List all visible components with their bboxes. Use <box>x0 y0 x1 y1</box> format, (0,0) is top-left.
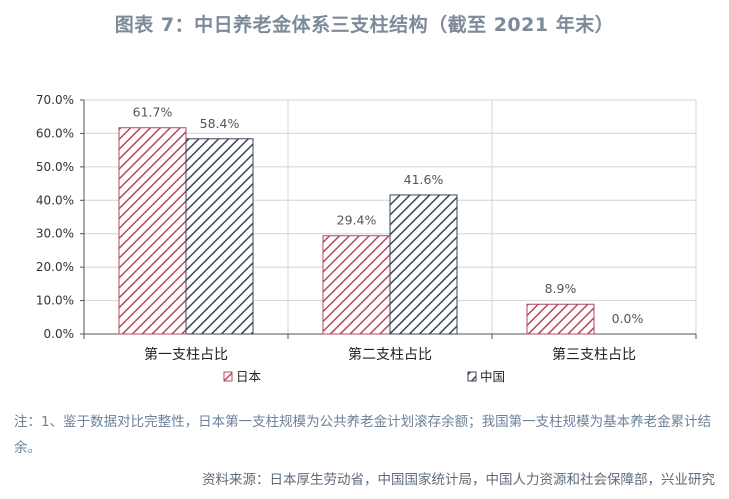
x-tick-label: 第一支柱占比 <box>144 346 228 363</box>
data-label: 8.9% <box>545 281 577 296</box>
legend-label: 日本 <box>236 369 262 384</box>
bar <box>526 303 595 335</box>
y-tick-label: 60.0% <box>36 126 74 140</box>
bar <box>389 194 458 335</box>
legend-swatch <box>467 371 477 382</box>
legend-swatch <box>223 371 233 382</box>
data-labels: 61.7% 29.4% 8.9% 58.4% 41.6% 0.0% <box>133 105 644 326</box>
data-label: 0.0% <box>612 311 644 326</box>
axes: 0.0% 10.0% 20.0% 30.0% 40.0% 50.0% 60.0% 70.0% 第… <box>36 93 697 363</box>
y-tick-label: 30.0% <box>36 227 74 241</box>
source-line: 资料来源：日本厚生劳动省，中国国家统计局，中国人力资源和社会保障部，兴业研究 <box>202 472 715 488</box>
bar-chart: 0.0% 10.0% 20.0% 30.0% 40.0% 50.0% 60.0% 70.0% 第… <box>36 93 697 384</box>
x-tick-label: 第三支柱占比 <box>552 346 636 363</box>
y-tick-label: 50.0% <box>36 160 74 174</box>
y-tick-label: 40.0% <box>36 193 74 207</box>
bars <box>118 127 595 335</box>
footnote: 注：1、鉴于数据对比完整性，日本第一支柱规模为公共养老金计划滚存余额；我国第一支… <box>14 414 712 456</box>
y-tick-label: 70.0% <box>36 93 74 107</box>
legend-label: 中国 <box>480 369 505 384</box>
data-label: 41.6% <box>404 172 444 187</box>
legend: 日本 中国 <box>223 369 505 384</box>
data-label: 61.7% <box>133 105 173 120</box>
y-tick-label: 10.0% <box>36 294 74 308</box>
data-label: 29.4% <box>337 213 377 228</box>
chart-title: 图表 7：中日养老金体系三支柱结构（截至 2021 年末） <box>114 14 615 36</box>
bar <box>185 138 254 335</box>
y-tick-label: 20.0% <box>36 260 74 274</box>
y-tick-label: 0.0% <box>44 327 75 341</box>
bar <box>322 235 391 335</box>
data-label: 58.4% <box>200 116 240 131</box>
bar <box>118 127 187 335</box>
x-tick-label: 第二支柱占比 <box>348 346 432 363</box>
